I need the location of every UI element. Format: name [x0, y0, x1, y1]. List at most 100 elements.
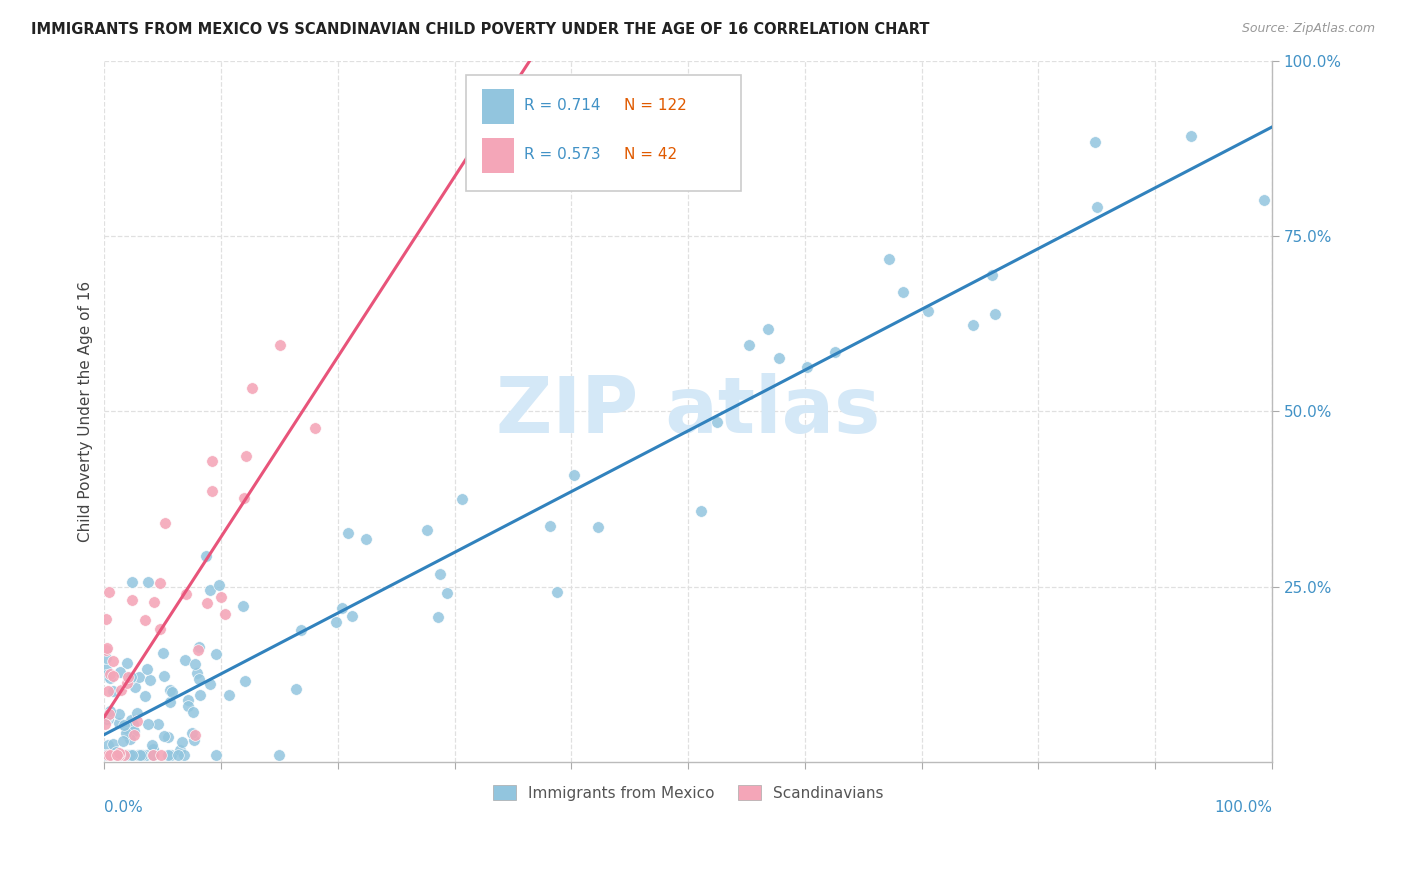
Point — [214, 607, 236, 621]
Point — [108, 747, 131, 762]
Point — [141, 738, 163, 752]
Point — [98, 706, 121, 721]
Point — [824, 344, 846, 359]
Point — [115, 656, 138, 670]
Point — [984, 307, 1007, 321]
Point — [198, 677, 221, 691]
Point — [142, 747, 165, 762]
Point — [122, 717, 145, 731]
Point — [152, 669, 174, 683]
Point — [121, 575, 143, 590]
Point — [427, 609, 450, 624]
FancyBboxPatch shape — [481, 138, 515, 173]
Point — [149, 622, 172, 636]
Point — [124, 680, 146, 694]
Point — [134, 613, 156, 627]
Point — [124, 728, 146, 742]
Point — [962, 318, 984, 332]
Point — [98, 671, 121, 685]
Text: R = 0.573: R = 0.573 — [523, 147, 600, 161]
Point — [233, 674, 256, 689]
Point — [980, 268, 1002, 282]
Point — [205, 747, 228, 762]
Point — [101, 654, 124, 668]
Point — [94, 717, 117, 731]
Point — [304, 421, 326, 435]
Point — [118, 672, 141, 686]
Text: N = 122: N = 122 — [624, 98, 686, 112]
Point — [451, 491, 474, 506]
Point — [269, 747, 291, 762]
Point — [136, 716, 159, 731]
Point — [115, 676, 138, 690]
Point — [1084, 135, 1107, 149]
Legend: Immigrants from Mexico, Scandinavians: Immigrants from Mexico, Scandinavians — [486, 779, 890, 806]
Point — [200, 583, 222, 598]
Point — [1253, 193, 1275, 207]
Point — [157, 747, 180, 762]
Point — [124, 724, 146, 739]
Point — [131, 747, 153, 762]
Point — [96, 662, 118, 676]
Point — [121, 747, 143, 762]
Point — [187, 643, 209, 657]
Point — [149, 575, 172, 590]
Point — [136, 662, 159, 676]
Point — [160, 685, 183, 699]
Point — [173, 653, 195, 667]
Point — [114, 726, 136, 740]
Point — [588, 519, 610, 533]
Point — [209, 590, 232, 604]
Point — [94, 612, 117, 626]
Point — [100, 747, 122, 762]
Point — [120, 732, 142, 747]
Point — [218, 688, 240, 702]
Text: Source: ZipAtlas.com: Source: ZipAtlas.com — [1241, 22, 1375, 36]
Point — [174, 587, 197, 601]
Point — [416, 523, 439, 537]
Point — [128, 670, 150, 684]
Point — [125, 714, 148, 728]
Point — [117, 670, 139, 684]
Point — [173, 747, 195, 762]
Point — [240, 381, 263, 395]
Point — [208, 578, 231, 592]
Point — [142, 747, 165, 762]
Point — [205, 647, 228, 661]
Point — [436, 586, 458, 600]
Point — [108, 746, 131, 760]
Point — [98, 666, 121, 681]
Point — [138, 673, 160, 688]
Point — [127, 747, 149, 762]
Point — [429, 566, 451, 581]
Point — [183, 728, 205, 742]
Point — [150, 747, 173, 762]
Point — [105, 745, 128, 759]
Point — [108, 715, 131, 730]
Point — [340, 609, 363, 624]
Point — [186, 666, 208, 681]
Point — [148, 716, 170, 731]
Point — [94, 668, 117, 682]
Point — [181, 726, 204, 740]
Point — [108, 665, 131, 679]
Point — [143, 594, 166, 608]
Point — [159, 695, 181, 709]
Point — [135, 747, 157, 762]
Point — [195, 549, 218, 563]
Point — [101, 683, 124, 698]
FancyBboxPatch shape — [481, 89, 515, 124]
Point — [187, 640, 209, 654]
Point — [129, 747, 152, 762]
Point — [170, 735, 193, 749]
Point — [120, 713, 142, 727]
Point — [738, 338, 761, 352]
Point — [356, 532, 378, 546]
Point — [110, 683, 132, 698]
Point — [101, 669, 124, 683]
Point — [232, 599, 254, 613]
Point — [94, 712, 117, 726]
Text: 100.0%: 100.0% — [1213, 800, 1272, 815]
Text: R = 0.714: R = 0.714 — [523, 98, 600, 112]
Point — [94, 643, 117, 657]
